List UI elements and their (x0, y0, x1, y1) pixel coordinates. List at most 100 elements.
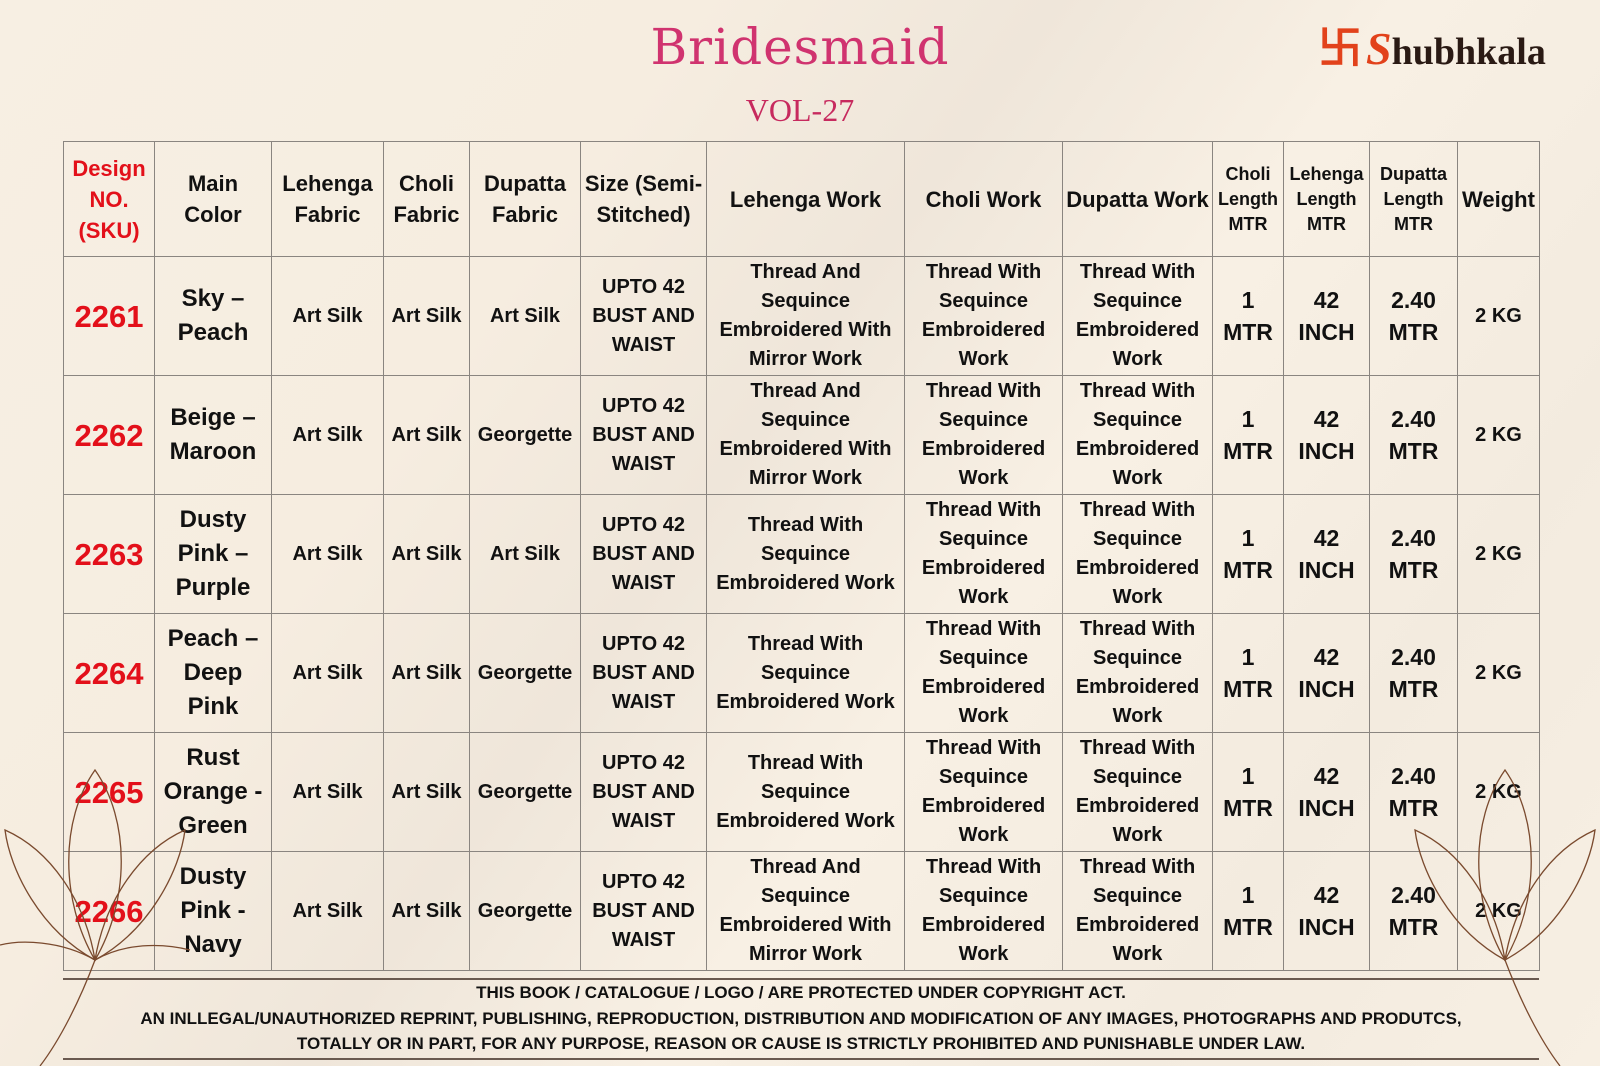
column-header-dupatta-work: Dupatta Work (1062, 141, 1213, 257)
cell-dupatta-work: Thread With Sequince Embroidered Work (1062, 256, 1213, 376)
table-row: 2265 Rust Orange - Green Art Silk Art Silk G… (63, 732, 1540, 852)
cell-lehenga-fabric: Art Silk (271, 375, 384, 495)
cell-sku: 2263 (63, 494, 155, 614)
column-header-design-number: Design NO. (SKU) (63, 141, 155, 257)
cell-choli-length: 1 MTR (1212, 256, 1284, 376)
cell-choli-length: 1 MTR (1212, 375, 1284, 495)
column-header-choli-length: Choli Length MTR (1212, 141, 1284, 257)
table-row: 2261 Sky – Peach Art Silk Art Silk Art Silk U… (63, 256, 1540, 376)
cell-dupatta-fabric: Georgette (469, 613, 581, 733)
copyright-line: TOTALLY OR IN PART, FOR ANY PURPOSE, REA… (296, 1034, 1306, 1053)
swastik-logo-icon: 卐 (1318, 23, 1362, 73)
column-header-size: Size (Semi-Stitched) (580, 141, 707, 257)
cell-choli-fabric: Art Silk (383, 851, 470, 971)
cell-dupatta-work: Thread With Sequince Embroidered Work (1062, 375, 1213, 495)
cell-choli-fabric: Art Silk (383, 613, 470, 733)
cell-lehenga-fabric: Art Silk (271, 851, 384, 971)
cell-weight: 2 KG (1457, 732, 1540, 852)
cell-sku: 2264 (63, 613, 155, 733)
cell-lehenga-work: Thread With Sequince Embroidered Work (706, 732, 905, 852)
table-row: 2264 Peach – Deep Pink Art Silk Art Silk Geo… (63, 613, 1540, 733)
cell-weight: 2 KG (1457, 375, 1540, 495)
cell-dupatta-work: Thread With Sequince Embroidered Work (1062, 494, 1213, 614)
copyright-line: THIS BOOK / CATALOGUE / LOGO / ARE PROTE… (476, 983, 1126, 1002)
cell-dupatta-length: 2.40 MTR (1369, 375, 1458, 495)
table-row: 2266 Dusty Pink - Navy Art Silk Art Silk Geo… (63, 851, 1540, 971)
cell-choli-length: 1 MTR (1212, 851, 1284, 971)
cell-dupatta-length: 2.40 MTR (1369, 851, 1458, 971)
cell-lehenga-length: 42 INCH (1283, 256, 1370, 376)
cell-size: UPTO 42 BUST AND WAIST (580, 256, 707, 376)
cell-size: UPTO 42 BUST AND WAIST (580, 375, 707, 495)
copyright-line: AN INLLEGAL/UNAUTHORIZED REPRINT, PUBLIS… (140, 1008, 1462, 1028)
column-header-main-color: Main Color (154, 141, 272, 257)
cell-choli-fabric: Art Silk (383, 732, 470, 852)
cell-dupatta-length: 2.40 MTR (1369, 494, 1458, 614)
cell-lehenga-length: 42 INCH (1283, 494, 1370, 614)
cell-lehenga-fabric: Art Silk (271, 732, 384, 852)
cell-lehenga-work: Thread And Sequince Embroidered With Mir… (706, 375, 905, 495)
table-header-row: Design NO. (SKU) Main Color Lehenga Fabric… (63, 141, 1540, 257)
cell-sku: 2265 (63, 732, 155, 852)
cell-dupatta-fabric: Art Silk (469, 494, 581, 614)
volume-label: VOL-27 (745, 92, 855, 128)
cell-color: Dusty Pink - Navy (154, 851, 272, 971)
column-header-weight: Weight (1457, 141, 1540, 257)
table-row: 2263 Dusty Pink – Purple Art Silk Art Silk A… (63, 494, 1540, 614)
cell-choli-work: Thread With Sequince Embroidered Work (904, 494, 1063, 614)
cell-lehenga-length: 42 INCH (1283, 613, 1370, 733)
cell-lehenga-length: 42 INCH (1283, 851, 1370, 971)
cell-lehenga-work: Thread And Sequince Embroidered With Mir… (706, 851, 905, 971)
cell-lehenga-fabric: Art Silk (271, 613, 384, 733)
table-row: 2262 Beige – Maroon Art Silk Art Silk George… (63, 375, 1540, 495)
copyright-notice: THIS BOOK / CATALOGUE / LOGO / ARE PROTE… (63, 978, 1539, 1060)
cell-dupatta-fabric: Georgette (469, 375, 581, 495)
cell-dupatta-length: 2.40 MTR (1369, 732, 1458, 852)
cell-dupatta-fabric: Art Silk (469, 256, 581, 376)
cell-weight: 2 KG (1457, 613, 1540, 733)
cell-color: Dusty Pink – Purple (154, 494, 272, 614)
cell-sku: 2261 (63, 256, 155, 376)
cell-choli-fabric: Art Silk (383, 256, 470, 376)
cell-color: Peach – Deep Pink (154, 613, 272, 733)
column-header-lehenga-fabric: Lehenga Fabric (271, 141, 384, 257)
catalogue-title: Bridesmaid (650, 18, 950, 76)
cell-sku: 2266 (63, 851, 155, 971)
column-header-lehenga-work: Lehenga Work (706, 141, 905, 257)
cell-lehenga-work: Thread With Sequince Embroidered Work (706, 494, 905, 614)
cell-choli-fabric: Art Silk (383, 375, 470, 495)
cell-color: Beige – Maroon (154, 375, 272, 495)
cell-lehenga-length: 42 INCH (1283, 732, 1370, 852)
cell-choli-length: 1 MTR (1212, 732, 1284, 852)
cell-weight: 2 KG (1457, 494, 1540, 614)
cell-size: UPTO 42 BUST AND WAIST (580, 851, 707, 971)
cell-choli-length: 1 MTR (1212, 613, 1284, 733)
cell-lehenga-fabric: Art Silk (271, 494, 384, 614)
brand-logo: 卐 Shubhkala (1318, 22, 1546, 75)
cell-choli-work: Thread With Sequince Embroidered Work (904, 375, 1063, 495)
cell-weight: 2 KG (1457, 256, 1540, 376)
cell-choli-fabric: Art Silk (383, 494, 470, 614)
cell-weight: 2 KG (1457, 851, 1540, 971)
cell-dupatta-length: 2.40 MTR (1369, 256, 1458, 376)
cell-dupatta-work: Thread With Sequince Embroidered Work (1062, 613, 1213, 733)
cell-color: Sky – Peach (154, 256, 272, 376)
product-table: Design NO. (SKU) Main Color Lehenga Fabric… (63, 141, 1540, 971)
column-header-choli-work: Choli Work (904, 141, 1063, 257)
column-header-choli-fabric: Choli Fabric (383, 141, 470, 257)
cell-dupatta-length: 2.40 MTR (1369, 613, 1458, 733)
column-header-dupatta-fabric: Dupatta Fabric (469, 141, 581, 257)
column-header-lehenga-length: Lehenga Length MTR (1283, 141, 1370, 257)
cell-color: Rust Orange - Green (154, 732, 272, 852)
cell-choli-work: Thread With Sequince Embroidered Work (904, 613, 1063, 733)
cell-size: UPTO 42 BUST AND WAIST (580, 494, 707, 614)
cell-choli-length: 1 MTR (1212, 494, 1284, 614)
cell-dupatta-fabric: Georgette (469, 851, 581, 971)
cell-lehenga-work: Thread With Sequince Embroidered Work (706, 613, 905, 733)
column-header-dupatta-length: Dupatta Length MTR (1369, 141, 1458, 257)
cell-sku: 2262 (63, 375, 155, 495)
cell-choli-work: Thread With Sequince Embroidered Work (904, 256, 1063, 376)
brand-logo-text: Shubhkala (1366, 23, 1546, 74)
cell-choli-work: Thread With Sequince Embroidered Work (904, 732, 1063, 852)
cell-size: UPTO 42 BUST AND WAIST (580, 732, 707, 852)
